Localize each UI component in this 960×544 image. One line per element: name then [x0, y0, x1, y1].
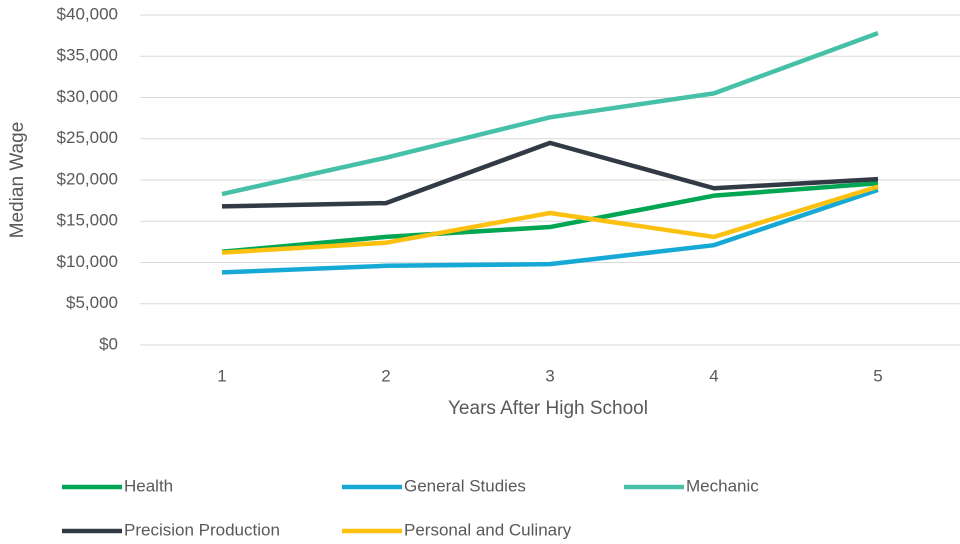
y-tick-label: $25,000 — [57, 128, 118, 147]
x-axis-title: Years After High School — [448, 398, 648, 419]
legend-label: General Studies — [404, 476, 526, 495]
line-series — [221, 187, 879, 275]
y-tick-label: $30,000 — [57, 87, 118, 106]
legend-label: Health — [124, 476, 173, 495]
x-tick-label: 3 — [545, 366, 554, 385]
y-tick-label: $40,000 — [57, 4, 118, 23]
line-series — [221, 31, 879, 197]
y-tick-label: $35,000 — [57, 46, 118, 65]
legend-label: Precision Production — [124, 520, 280, 539]
line-series — [221, 184, 879, 255]
x-tick-label: 4 — [709, 366, 718, 385]
line-series — [221, 140, 879, 209]
y-axis-title: Median Wage — [7, 122, 28, 239]
line-series — [221, 181, 879, 255]
legend-label: Personal and Culinary — [404, 520, 572, 539]
y-tick-label: $15,000 — [57, 211, 118, 230]
y-tick-label: $10,000 — [57, 252, 118, 271]
y-tick-label: $0 — [99, 334, 118, 353]
legend-label: Mechanic — [686, 476, 759, 495]
y-tick-label: $20,000 — [57, 169, 118, 188]
x-tick-label: 1 — [217, 366, 226, 385]
x-tick-label: 5 — [873, 366, 882, 385]
y-tick-label: $5,000 — [66, 293, 118, 312]
x-tick-label: 2 — [381, 366, 390, 385]
